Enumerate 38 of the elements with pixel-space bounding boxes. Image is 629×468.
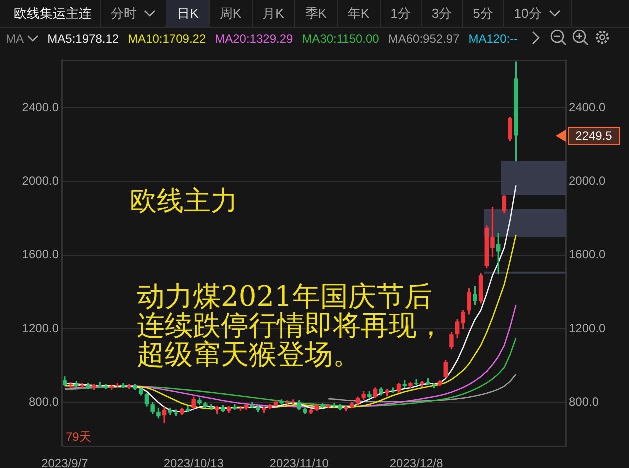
y2-tick-label: 1600.0 xyxy=(569,248,606,262)
text: MA20:1329.29 xyxy=(215,32,294,46)
y2-tick-label: 2000.0 xyxy=(569,174,606,188)
x-tick-label: 2023/10/13 xyxy=(164,456,224,468)
text: 分时 xyxy=(101,0,168,27)
text: MA xyxy=(6,32,25,46)
text: 5分 xyxy=(463,0,504,27)
x-tick-label: 2023/11/10 xyxy=(270,456,330,468)
y-tick-label: 2400.0 xyxy=(22,100,60,114)
annotation: 动力煤2021年国庆节后连续跌停行情即将再现，超级窜天猴登场。 xyxy=(137,280,446,371)
text: MA10:1709.22 xyxy=(128,32,206,46)
text: 月K xyxy=(252,0,296,27)
text: 10分 xyxy=(504,0,572,27)
text: MA5:1978.12 xyxy=(48,32,120,46)
y2-tick-label: 1200.0 xyxy=(569,321,606,336)
x-tick-label: 2023/9/7 xyxy=(42,456,89,468)
y-tick-label: 2000.0 xyxy=(22,174,60,188)
candlestick xyxy=(414,379,419,386)
annotation: 79天 xyxy=(66,430,92,444)
y-tick-label: 1200.0 xyxy=(22,321,60,336)
text: MA30:1150.00 xyxy=(302,32,380,46)
text: 年K xyxy=(338,0,381,27)
y2-tick-label: 2400.0 xyxy=(569,100,606,114)
text: MA120:-- xyxy=(468,32,518,46)
text: 2249.5 xyxy=(568,126,620,145)
text: 季K xyxy=(295,0,338,27)
text: MA60:952.97 xyxy=(388,32,460,46)
text: 3分 xyxy=(422,0,464,27)
x-tick-label: 2023/12/8 xyxy=(390,456,444,468)
candlestick xyxy=(80,383,85,388)
chart-title: 欧线集运主连 xyxy=(0,0,101,27)
text: 1分 xyxy=(380,0,422,27)
annotation: 欧线主力 xyxy=(130,186,238,216)
y2-tick-label: 800.0 xyxy=(569,395,600,410)
text: 日K xyxy=(167,0,210,27)
y-tick-label: 1600.0 xyxy=(22,248,60,262)
y-tick-label: 800.0 xyxy=(28,395,60,410)
text: 周K xyxy=(210,0,253,27)
